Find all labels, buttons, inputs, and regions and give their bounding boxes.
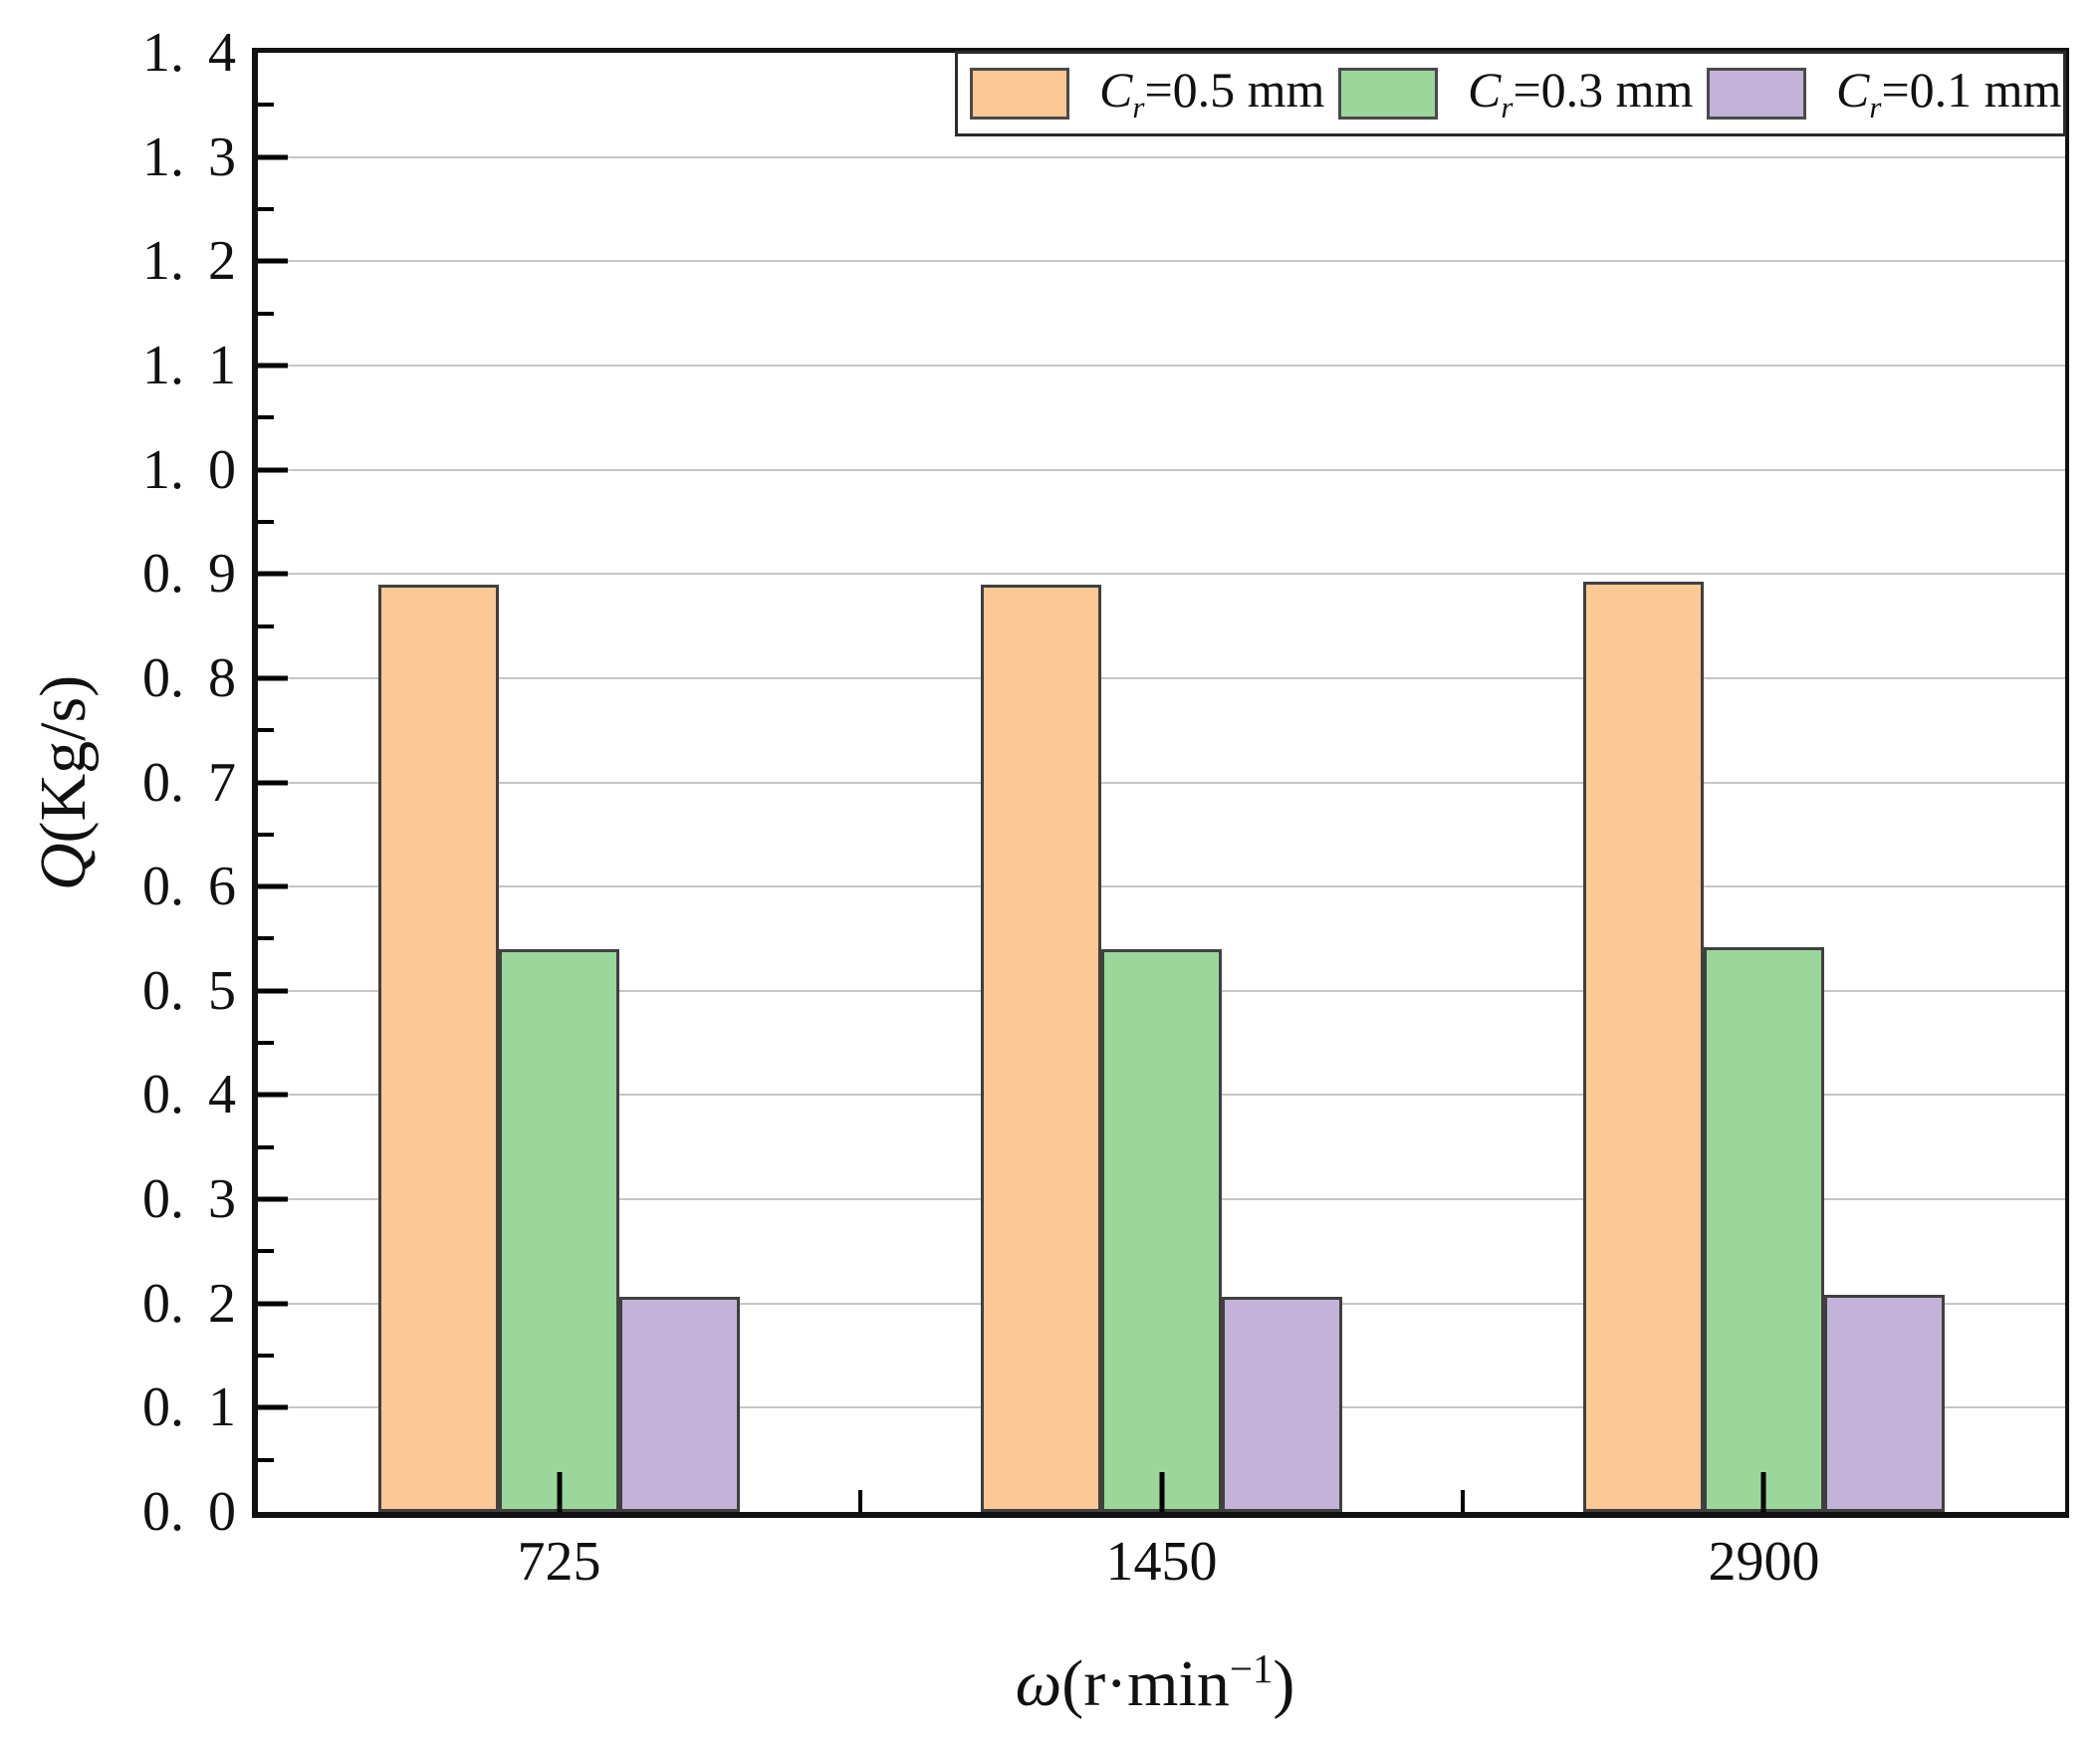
gridline bbox=[258, 676, 2065, 679]
y-major-tick bbox=[258, 154, 288, 160]
y-major-tick bbox=[258, 1301, 288, 1307]
x-axis-title-symbol: ω bbox=[1015, 1647, 1062, 1720]
x-major-tick bbox=[1760, 1472, 1766, 1512]
y-minor-tick bbox=[258, 1249, 274, 1254]
x-major-tick bbox=[557, 1472, 562, 1512]
gridline bbox=[258, 468, 2065, 471]
y-minor-tick bbox=[258, 936, 274, 941]
gridline bbox=[258, 573, 2065, 576]
x-axis-title-unit-pre: (r·min bbox=[1061, 1647, 1230, 1720]
y-minor-tick bbox=[258, 1354, 274, 1359]
x-axis-title: ω(r·min−1) bbox=[1015, 1646, 1295, 1720]
y-minor-tick bbox=[258, 103, 274, 108]
y-tick-label: 0. 9 bbox=[142, 543, 236, 606]
gridline bbox=[258, 155, 2065, 158]
y-tick-label: 0. 8 bbox=[142, 646, 236, 709]
y-minor-tick bbox=[258, 206, 274, 211]
y-tick-label: 0. 6 bbox=[142, 856, 236, 918]
legend: Cr=0.5 mm Cr=0.3 mm Cr=0.1 mm bbox=[955, 51, 2066, 136]
y-minor-tick bbox=[258, 1457, 274, 1462]
x-minor-tick bbox=[857, 1490, 862, 1512]
x-tick-label: 1450 bbox=[1105, 1531, 1218, 1593]
y-tick-label: 0. 7 bbox=[142, 751, 236, 814]
x-axis-title-exponent: −1 bbox=[1229, 1646, 1274, 1691]
bar-Cr=0.5-mm-2900 bbox=[1582, 581, 1704, 1512]
y-major-tick bbox=[258, 571, 288, 577]
legend-entry-0: Cr=0.5 mm bbox=[958, 54, 1326, 133]
legend-entry-1: Cr=0.3 mm bbox=[1326, 54, 1695, 133]
x-major-tick bbox=[1159, 1472, 1164, 1512]
y-major-tick bbox=[258, 988, 288, 994]
bar-Cr=0.5-mm-725 bbox=[378, 584, 499, 1512]
y-tick-label: 0. 5 bbox=[142, 959, 236, 1022]
y-tick-label: 1. 0 bbox=[142, 438, 236, 501]
y-major-tick bbox=[258, 363, 288, 369]
y-tick-label: 0. 4 bbox=[142, 1064, 236, 1126]
gridline bbox=[258, 781, 2065, 784]
y-tick-label: 0. 1 bbox=[142, 1376, 236, 1439]
y-major-tick bbox=[258, 1196, 288, 1202]
legend-swatch bbox=[1338, 68, 1438, 120]
legend-swatch bbox=[1707, 68, 1806, 120]
bar-Cr=0.1-mm-1450 bbox=[1221, 1297, 1342, 1512]
y-major-tick bbox=[258, 675, 288, 681]
bar-Cr=0.3-mm-2900 bbox=[1704, 946, 1824, 1512]
legend-label: Cr=0.5 mm bbox=[1099, 62, 1325, 125]
y-minor-tick bbox=[258, 1041, 274, 1046]
y-tick-label: 0. 3 bbox=[142, 1168, 236, 1231]
bar-Cr=0.1-mm-725 bbox=[619, 1297, 740, 1512]
y-minor-tick bbox=[258, 311, 274, 316]
y-axis-title-unit: (Kg/s) bbox=[27, 674, 100, 844]
y-minor-tick bbox=[258, 415, 274, 420]
x-tick-label: 725 bbox=[517, 1531, 601, 1593]
x-axis-title-unit-post: ) bbox=[1273, 1647, 1295, 1720]
y-major-tick bbox=[258, 780, 288, 785]
y-tick-label: 0. 0 bbox=[142, 1481, 236, 1543]
gridline bbox=[258, 885, 2065, 888]
y-minor-tick bbox=[258, 1144, 274, 1149]
y-axis-title-symbol: Q bbox=[27, 843, 100, 891]
legend-swatch bbox=[970, 68, 1069, 120]
y-major-tick bbox=[258, 1092, 288, 1098]
legend-label: Cr=0.1 mm bbox=[1836, 62, 2062, 125]
y-minor-tick bbox=[258, 832, 274, 837]
y-tick-label: 1. 4 bbox=[142, 22, 236, 84]
plot-area: Cr=0.5 mm Cr=0.3 mm Cr=0.1 mm 1. 4 1. 3 1. 2… bbox=[142, 25, 2069, 1590]
bar-Cr=0.5-mm-1450 bbox=[981, 584, 1101, 1512]
y-major-tick bbox=[258, 1404, 288, 1410]
y-major-tick bbox=[258, 258, 288, 264]
bar-Cr=0.3-mm-1450 bbox=[1101, 948, 1222, 1512]
y-major-tick bbox=[258, 883, 288, 889]
y-axis-title: Q(Kg/s) bbox=[27, 675, 100, 890]
y-minor-tick bbox=[258, 728, 274, 733]
legend-label: Cr=0.3 mm bbox=[1468, 62, 1694, 125]
x-tick-label: 2900 bbox=[1708, 1531, 1820, 1593]
bar-Cr=0.1-mm-2900 bbox=[1824, 1295, 1945, 1512]
bar-Cr=0.3-mm-725 bbox=[498, 948, 619, 1512]
y-minor-tick bbox=[258, 519, 274, 524]
x-minor-tick bbox=[1461, 1490, 1465, 1512]
y-major-tick bbox=[258, 467, 288, 473]
y-tick-label: 1. 1 bbox=[142, 334, 236, 396]
y-tick-label: 1. 2 bbox=[142, 230, 236, 293]
y-minor-tick bbox=[258, 624, 274, 628]
legend-entry-2: Cr=0.1 mm bbox=[1695, 54, 2063, 133]
gridline bbox=[258, 260, 2065, 263]
y-tick-label: 1. 3 bbox=[142, 125, 236, 188]
gridline bbox=[258, 364, 2065, 367]
y-tick-label: 0. 2 bbox=[142, 1272, 236, 1335]
